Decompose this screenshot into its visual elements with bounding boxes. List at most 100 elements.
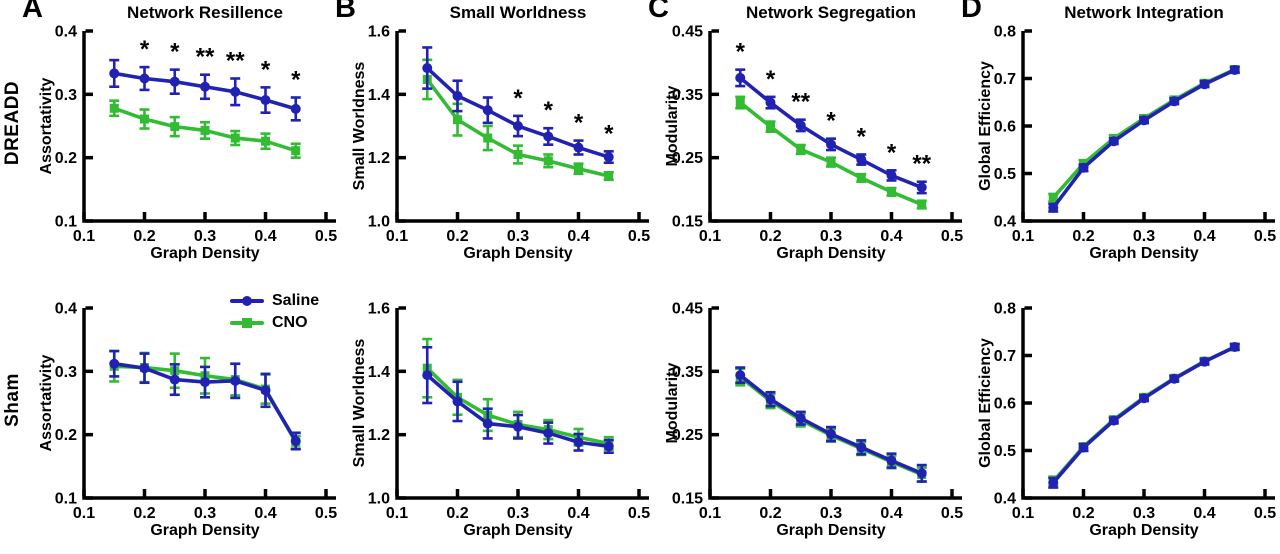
- svg-text:0.2: 0.2: [1072, 228, 1094, 245]
- panel-dreadd-small-worldness: B Small Worldness Small Worldness 1.0 1.2…: [335, 0, 652, 277]
- svg-text:0.35: 0.35: [672, 87, 703, 104]
- chart-canvas: 0.10.20.30.40.1 0.2 0.3 0.4 0.5* * ** ** * *: [55, 24, 337, 246]
- panel-dreadd-network-segregation: C Network Segregation Modularity 0.15 0.2…: [648, 0, 965, 277]
- svg-text:0.45: 0.45: [672, 24, 703, 41]
- panel-grid: A Network Resillence Assortativity 0.1 0.…: [22, 0, 1278, 554]
- svg-text:0.45: 0.45: [672, 301, 703, 318]
- svg-text:*: *: [887, 139, 897, 166]
- svg-text:1.2: 1.2: [368, 150, 390, 167]
- svg-text:0.1: 0.1: [73, 505, 95, 522]
- svg-text:1.4: 1.4: [368, 87, 390, 104]
- x-axis-label: Graph Density: [463, 522, 573, 539]
- svg-text:*: *: [261, 56, 271, 83]
- svg-text:*: *: [291, 67, 301, 94]
- svg-text:0.2: 0.2: [133, 505, 155, 522]
- svg-text:0.5: 0.5: [628, 228, 650, 245]
- chart-canvas: 1.0 1.2 1.4 1.6 0.1 0.2 0.3 0.4 0.5: [368, 301, 650, 523]
- svg-text:0.2: 0.2: [759, 505, 781, 522]
- svg-text:**: **: [791, 89, 810, 116]
- svg-text:0.3: 0.3: [55, 87, 77, 104]
- row-label-dreadd: DREADD: [2, 80, 23, 166]
- x-axis-label: Graph Density: [776, 522, 886, 539]
- svg-text:0.3: 0.3: [194, 505, 216, 522]
- svg-text:0.5: 0.5: [1254, 228, 1276, 245]
- svg-text:0.25: 0.25: [672, 427, 703, 444]
- saline-line-marker-icon: [230, 294, 264, 308]
- svg-text:0.3: 0.3: [820, 228, 842, 245]
- legend-label-saline: Saline: [272, 292, 320, 309]
- x-axis-label: Graph Density: [150, 522, 260, 539]
- svg-text:0.5: 0.5: [315, 505, 337, 522]
- svg-text:0.3: 0.3: [507, 228, 529, 245]
- svg-text:0.3: 0.3: [507, 505, 529, 522]
- cno-line-marker-icon: [230, 316, 264, 330]
- svg-text:0.2: 0.2: [1072, 505, 1094, 522]
- panel-letter-a: A: [22, 0, 43, 24]
- svg-text:0.3: 0.3: [194, 228, 216, 245]
- svg-text:0.4: 0.4: [254, 505, 276, 522]
- chart-title: Network Segregation: [745, 3, 917, 22]
- svg-text:0.1: 0.1: [73, 228, 95, 245]
- svg-text:1.0: 1.0: [368, 214, 390, 231]
- legend: Saline CNO: [230, 290, 319, 334]
- svg-text:*: *: [513, 85, 523, 112]
- svg-text:0.4: 0.4: [567, 505, 589, 522]
- svg-text:0.3: 0.3: [1133, 228, 1155, 245]
- svg-text:*: *: [544, 97, 554, 124]
- svg-text:0.7: 0.7: [994, 71, 1016, 88]
- panel-letter-b: B: [335, 0, 356, 24]
- panel-sham-assortativity: Assortativity 0.1 0.2 0.3 0.4 0.1 0.2 0.3 0.4 0.…: [26, 277, 339, 554]
- svg-text:1.6: 1.6: [368, 24, 390, 41]
- svg-text:0.1: 0.1: [55, 214, 77, 231]
- chart-title: Network Resillence: [127, 3, 283, 22]
- svg-text:0.15: 0.15: [672, 214, 703, 231]
- svg-text:*: *: [604, 120, 614, 147]
- svg-text:0.2: 0.2: [759, 228, 781, 245]
- svg-text:0.2: 0.2: [446, 505, 468, 522]
- svg-text:*: *: [574, 110, 584, 137]
- svg-text:0.5: 0.5: [994, 443, 1016, 460]
- chart-title: Small Worldness: [449, 3, 587, 22]
- svg-text:0.6: 0.6: [994, 396, 1016, 413]
- svg-text:0.5: 0.5: [994, 166, 1016, 183]
- panel-letter-c: C: [648, 0, 669, 24]
- svg-text:0.15: 0.15: [672, 491, 703, 508]
- legend-item-saline: Saline: [230, 290, 319, 312]
- svg-text:0.5: 0.5: [315, 228, 337, 245]
- x-axis-label: Graph Density: [1089, 245, 1199, 262]
- svg-text:0.4: 0.4: [55, 24, 77, 41]
- svg-text:0.2: 0.2: [55, 427, 77, 444]
- svg-text:*: *: [170, 39, 180, 66]
- chart-canvas: 0.150.250.350.450.1 0.2 0.3 0.4 0.5******* **: [672, 24, 963, 246]
- svg-text:*: *: [736, 39, 746, 66]
- x-axis-label: Graph Density: [150, 245, 260, 262]
- svg-text:0.1: 0.1: [386, 228, 408, 245]
- svg-text:*: *: [857, 124, 867, 151]
- svg-text:1.0: 1.0: [368, 491, 390, 508]
- svg-text:0.4: 0.4: [1193, 228, 1215, 245]
- svg-text:*: *: [140, 36, 150, 63]
- chart-canvas: 1.0 1.2 1.4 1.6 0.1 0.2 0.3 0.4 0.5 * * * *: [368, 24, 650, 246]
- svg-text:0.7: 0.7: [994, 348, 1016, 365]
- svg-text:1.2: 1.2: [368, 427, 390, 444]
- legend-label-cno: CNO: [272, 314, 308, 331]
- svg-text:0.4: 0.4: [994, 491, 1016, 508]
- svg-text:0.6: 0.6: [994, 119, 1016, 136]
- svg-text:0.8: 0.8: [994, 301, 1016, 318]
- svg-text:**: **: [226, 48, 245, 75]
- svg-text:0.1: 0.1: [1012, 505, 1034, 522]
- svg-text:*: *: [766, 66, 776, 93]
- svg-text:0.2: 0.2: [55, 150, 77, 167]
- svg-text:0.5: 0.5: [628, 505, 650, 522]
- chart-canvas: 0.4 0.5 0.6 0.7 0.8 0.1 0.2 0.3 0.4 0.5: [994, 301, 1276, 523]
- svg-text:*: *: [826, 108, 836, 135]
- chart-canvas: 0.1 0.2 0.3 0.4 0.1 0.2 0.3 0.4 0.5: [55, 301, 337, 523]
- svg-text:0.1: 0.1: [699, 505, 721, 522]
- svg-text:**: **: [196, 44, 215, 71]
- svg-text:0.1: 0.1: [1012, 228, 1034, 245]
- panel-sham-global-efficiency: Global Efficiency 0.4 0.5 0.6 0.7 0.8 0.1 0.2 0…: [965, 277, 1278, 554]
- svg-text:0.4: 0.4: [567, 228, 589, 245]
- svg-text:0.3: 0.3: [55, 364, 77, 381]
- x-axis-label: Graph Density: [776, 245, 886, 262]
- svg-text:0.4: 0.4: [880, 228, 902, 245]
